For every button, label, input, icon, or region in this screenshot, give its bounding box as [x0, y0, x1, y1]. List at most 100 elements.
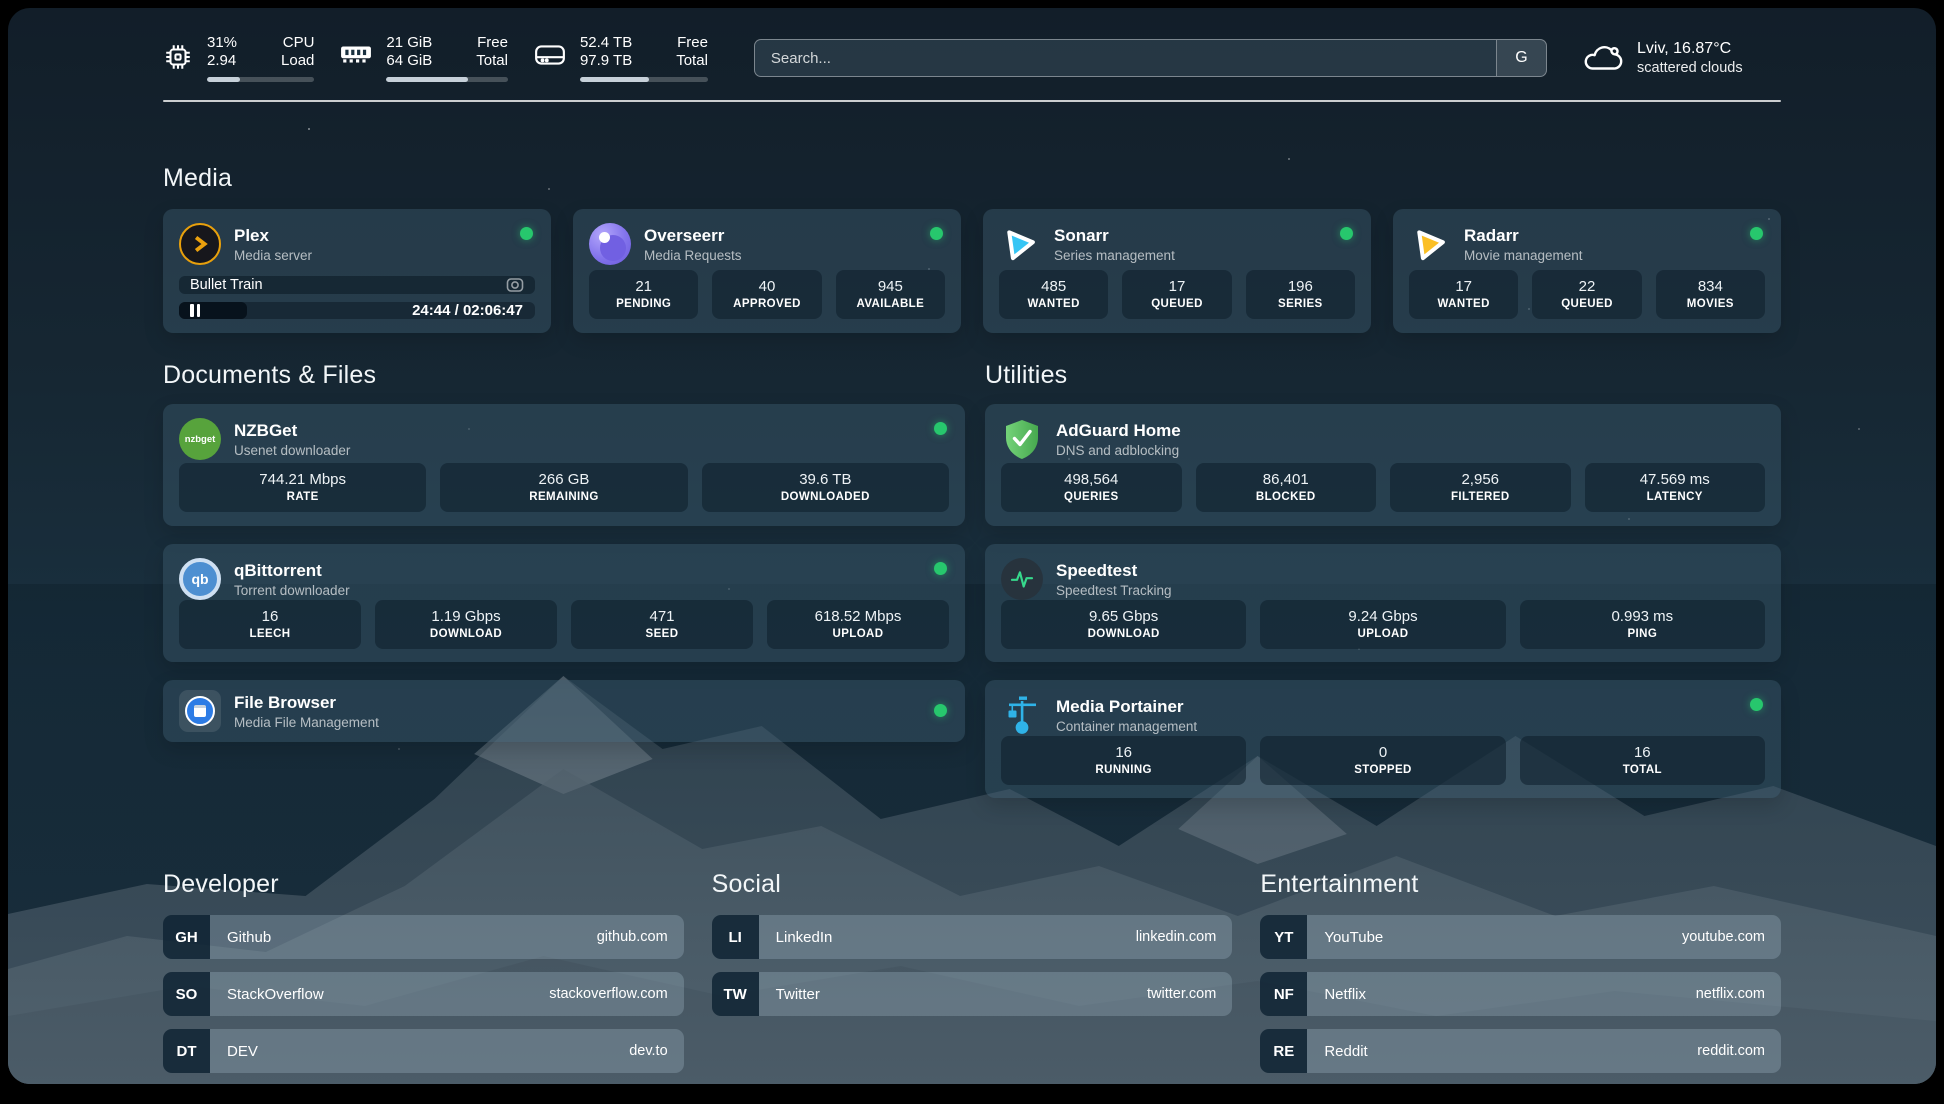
dev-url: dev.to — [629, 1043, 668, 1059]
linkedin-url: linkedin.com — [1135, 929, 1217, 945]
speedtest-stat-download: 9.65 Gbps DOWNLOAD — [1001, 600, 1247, 649]
radarr-icon — [1409, 223, 1451, 265]
nzbget-stat-downloaded: 39.6 TB DOWNLOADED — [701, 463, 949, 512]
sonarr-card[interactable]: Sonarr Series management 485 WANTED 17 QUE… — [983, 209, 1371, 333]
link-row-reddit[interactable]: RE Reddit reddit.com — [1260, 1029, 1781, 1073]
camera-icon[interactable] — [506, 276, 524, 294]
stackoverflow-abbr-tile: SO — [163, 972, 210, 1016]
filebrowser-card[interactable]: File Browser Media File Management — [163, 680, 965, 742]
adguard-stat-blocked: 86,401 BLOCKED — [1195, 463, 1376, 512]
filebrowser-name: File Browser — [234, 692, 337, 712]
ram-total-value: 64 GiB — [386, 52, 433, 69]
section-title-utilities: Utilities — [985, 361, 1068, 389]
adguard-name: AdGuard Home — [1056, 420, 1181, 440]
search-input[interactable] — [754, 40, 1496, 76]
portainer-card[interactable]: Media Portainer Container management 16 R… — [985, 680, 1781, 798]
cpu-progress-bar — [207, 77, 315, 82]
section-title-documents: Documents & Files — [163, 361, 377, 389]
netflix-url: netflix.com — [1695, 986, 1765, 1002]
disk-icon — [535, 45, 565, 65]
qbittorrent-status-dot — [934, 562, 947, 575]
filebrowser-status-dot — [934, 704, 947, 717]
plex-status-dot — [520, 227, 533, 240]
reddit-url: reddit.com — [1697, 1043, 1765, 1059]
radarr-stat-wanted: 17 WANTED — [1409, 270, 1519, 319]
qbittorrent-stat-upload: 618.52 Mbps UPLOAD — [767, 600, 949, 649]
overseerr-card[interactable]: Overseerr Media Requests 21 PENDING 40 APP… — [573, 209, 961, 333]
sonarr-status-dot — [1340, 227, 1353, 240]
plex-icon — [179, 223, 221, 265]
portainer-stat-stopped: 0 STOPPED — [1260, 736, 1506, 785]
link-row-youtube[interactable]: YT YouTube youtube.com — [1260, 915, 1781, 959]
qbittorrent-description: Torrent downloader — [234, 582, 350, 598]
portainer-stat-total: 16 TOTAL — [1519, 736, 1765, 785]
qbittorrent-stat-download: 1.19 Gbps DOWNLOAD — [375, 600, 557, 649]
dev-abbr-tile: DT — [163, 1029, 210, 1073]
link-row-dev[interactable]: DT DEV dev.to — [163, 1029, 684, 1073]
pause-icon[interactable] — [190, 304, 200, 317]
radarr-stat-movies: 834 MOVIES — [1655, 270, 1765, 319]
overseerr-description: Media Requests — [644, 247, 742, 263]
speedtest-card[interactable]: Speedtest Speedtest Tracking 9.65 Gbps DO… — [985, 544, 1781, 662]
portainer-name: Media Portainer — [1056, 696, 1184, 716]
nzbget-card[interactable]: nzbget NZBGet Usenet downloader 744.21 M… — [163, 404, 965, 526]
qbittorrent-icon: qb — [179, 558, 221, 600]
link-row-stackoverflow[interactable]: SO StackOverflow stackoverflow.com — [163, 972, 684, 1016]
stackoverflow-url: stackoverflow.com — [549, 986, 668, 1002]
qbittorrent-stat-leech: 16 LEECH — [179, 600, 361, 649]
speedtest-stat-upload: 9.24 Gbps UPLOAD — [1260, 600, 1506, 649]
portainer-status-dot — [1750, 698, 1763, 711]
weather-condition: scattered clouds — [1637, 60, 1743, 76]
sonarr-stat-wanted: 485 WANTED — [999, 270, 1109, 319]
top-header: 31% CPU 2.94 Load 21 GiB Free — [163, 8, 1781, 82]
ram-free-value: 21 GiB — [386, 34, 433, 51]
linkedin-name: LinkedIn — [775, 928, 833, 946]
disk-free-label: Free — [677, 34, 708, 51]
entertainment-section: Entertainment YT YouTube youtube.com NF … — [1260, 870, 1781, 1084]
cpu-load-value: 2.94 — [207, 52, 237, 69]
github-abbr-tile: GH — [163, 915, 210, 959]
speedtest-stat-ping: 0.993 ms PING — [1519, 600, 1765, 649]
plex-now-playing-title: Bullet Train — [190, 277, 263, 293]
search-engine-button[interactable]: G — [1496, 40, 1546, 76]
plex-card[interactable]: Plex Media server Bullet Train 24:44 / 0… — [163, 209, 551, 333]
radarr-card[interactable]: Radarr Movie management 17 WANTED 22 QUEUE… — [1393, 209, 1781, 333]
radarr-description: Movie management — [1464, 247, 1583, 263]
link-row-twitter[interactable]: TW Twitter twitter.com — [711, 972, 1233, 1016]
portainer-icon — [1001, 694, 1043, 736]
disk-progress-bar — [579, 77, 708, 82]
cpu-value: 31% — [207, 34, 238, 51]
ram-icon — [341, 46, 372, 63]
adguard-stat-filtered: 2,956 FILTERED — [1390, 463, 1571, 512]
twitter-abbr-tile: TW — [711, 972, 759, 1016]
link-row-github[interactable]: GH Github github.com — [163, 915, 684, 959]
disk-free-value: 52.4 TB — [579, 34, 633, 51]
ram-total-label: Total — [476, 52, 508, 69]
link-row-linkedin[interactable]: LI LinkedIn linkedin.com — [711, 915, 1233, 959]
speedtest-name: Speedtest — [1056, 560, 1138, 580]
overseerr-stat-available: 945 AVAILABLE — [835, 270, 945, 319]
cloud-icon — [1584, 46, 1623, 70]
adguard-card[interactable]: AdGuard Home DNS and adblocking 498,564 Q… — [985, 404, 1781, 526]
qbittorrent-name: qBittorrent — [234, 560, 322, 580]
nzbget-stat-rate: 744.21 Mbps RATE — [179, 463, 427, 512]
youtube-name: YouTube — [1324, 928, 1384, 946]
overseerr-stat-pending: 21 PENDING — [589, 270, 699, 319]
filebrowser-description: Media File Management — [234, 714, 379, 730]
plex-name: Plex — [234, 225, 269, 245]
nzbget-icon: nzbget — [179, 418, 221, 460]
adguard-description: DNS and adblocking — [1056, 442, 1180, 458]
netflix-name: Netflix — [1324, 985, 1367, 1003]
disk-total-value: 97.9 TB — [579, 52, 633, 69]
qbittorrent-card[interactable]: qb qBittorrent Torrent downloader 16 LEEC… — [163, 544, 965, 662]
section-title-media: Media — [163, 164, 233, 192]
cpu-load-label: Load — [281, 52, 315, 69]
ram-progress-bar — [386, 77, 508, 82]
twitter-url: twitter.com — [1147, 986, 1217, 1002]
overseerr-stat-approved: 40 APPROVED — [712, 270, 822, 319]
sonarr-name: Sonarr — [1054, 225, 1109, 245]
search-bar: G — [753, 39, 1547, 77]
link-row-netflix[interactable]: NF Netflix netflix.com — [1260, 972, 1781, 1016]
linkedin-abbr-tile: LI — [711, 915, 759, 959]
netflix-abbr-tile: NF — [1260, 972, 1308, 1016]
